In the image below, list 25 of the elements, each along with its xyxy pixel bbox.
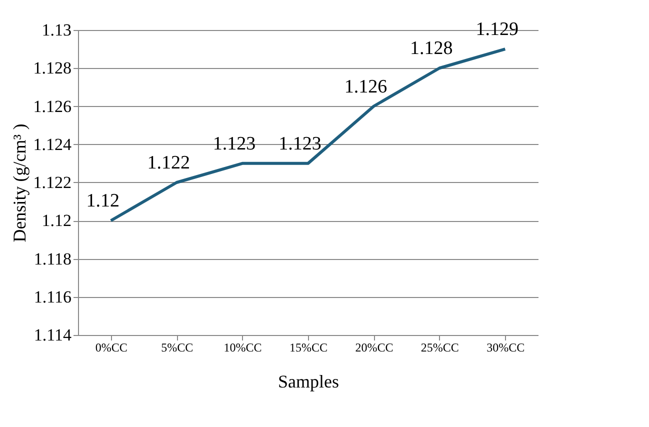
x-tick-label: 10%CC (224, 340, 262, 354)
data-label: 1.123 (278, 133, 322, 154)
x-tick-label: 5%CC (161, 340, 194, 354)
y-tick-label: 1.118 (34, 249, 72, 268)
y-axis-title: Density (g/cm³ ) (9, 124, 30, 242)
x-tick-label: 20%CC (355, 340, 394, 354)
x-tick-label: 30%CC (486, 340, 525, 354)
x-tick-label: 15%CC (289, 340, 328, 354)
x-axis-title: Samples (278, 372, 339, 392)
x-tick-label: 25%CC (420, 340, 459, 354)
data-label: 1.123 (212, 133, 256, 154)
y-tick-label: 1.128 (33, 58, 72, 78)
y-tick-label: 1.124 (33, 134, 72, 154)
data-label: 1.128 (410, 38, 453, 60)
data-label: 1.129 (476, 19, 519, 40)
data-label: 1.122 (147, 152, 190, 174)
y-tick-label: 1.114 (34, 326, 72, 344)
data-label: 1.12 (86, 190, 120, 212)
x-tick-label: 0%CC (95, 340, 128, 354)
data-label: 1.126 (344, 76, 388, 98)
y-tick-label: 1.116 (34, 287, 72, 306)
y-tick-label: 1.13 (42, 20, 72, 40)
y-tick-label: 1.122 (33, 173, 72, 192)
y-tick-label: 1.12 (42, 211, 72, 230)
y-tick-label: 1.126 (33, 96, 72, 116)
